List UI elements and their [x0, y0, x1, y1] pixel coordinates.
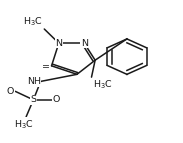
Text: H$_3$C: H$_3$C — [93, 79, 113, 91]
Text: H$_3$C: H$_3$C — [23, 15, 42, 28]
Text: =: = — [42, 62, 50, 71]
Text: O: O — [7, 87, 14, 96]
Text: S: S — [30, 95, 36, 104]
Text: N: N — [55, 39, 62, 48]
Text: N: N — [81, 39, 88, 48]
Text: O: O — [53, 95, 60, 104]
Text: NH: NH — [27, 77, 41, 86]
Text: H$_3$C: H$_3$C — [14, 118, 34, 131]
